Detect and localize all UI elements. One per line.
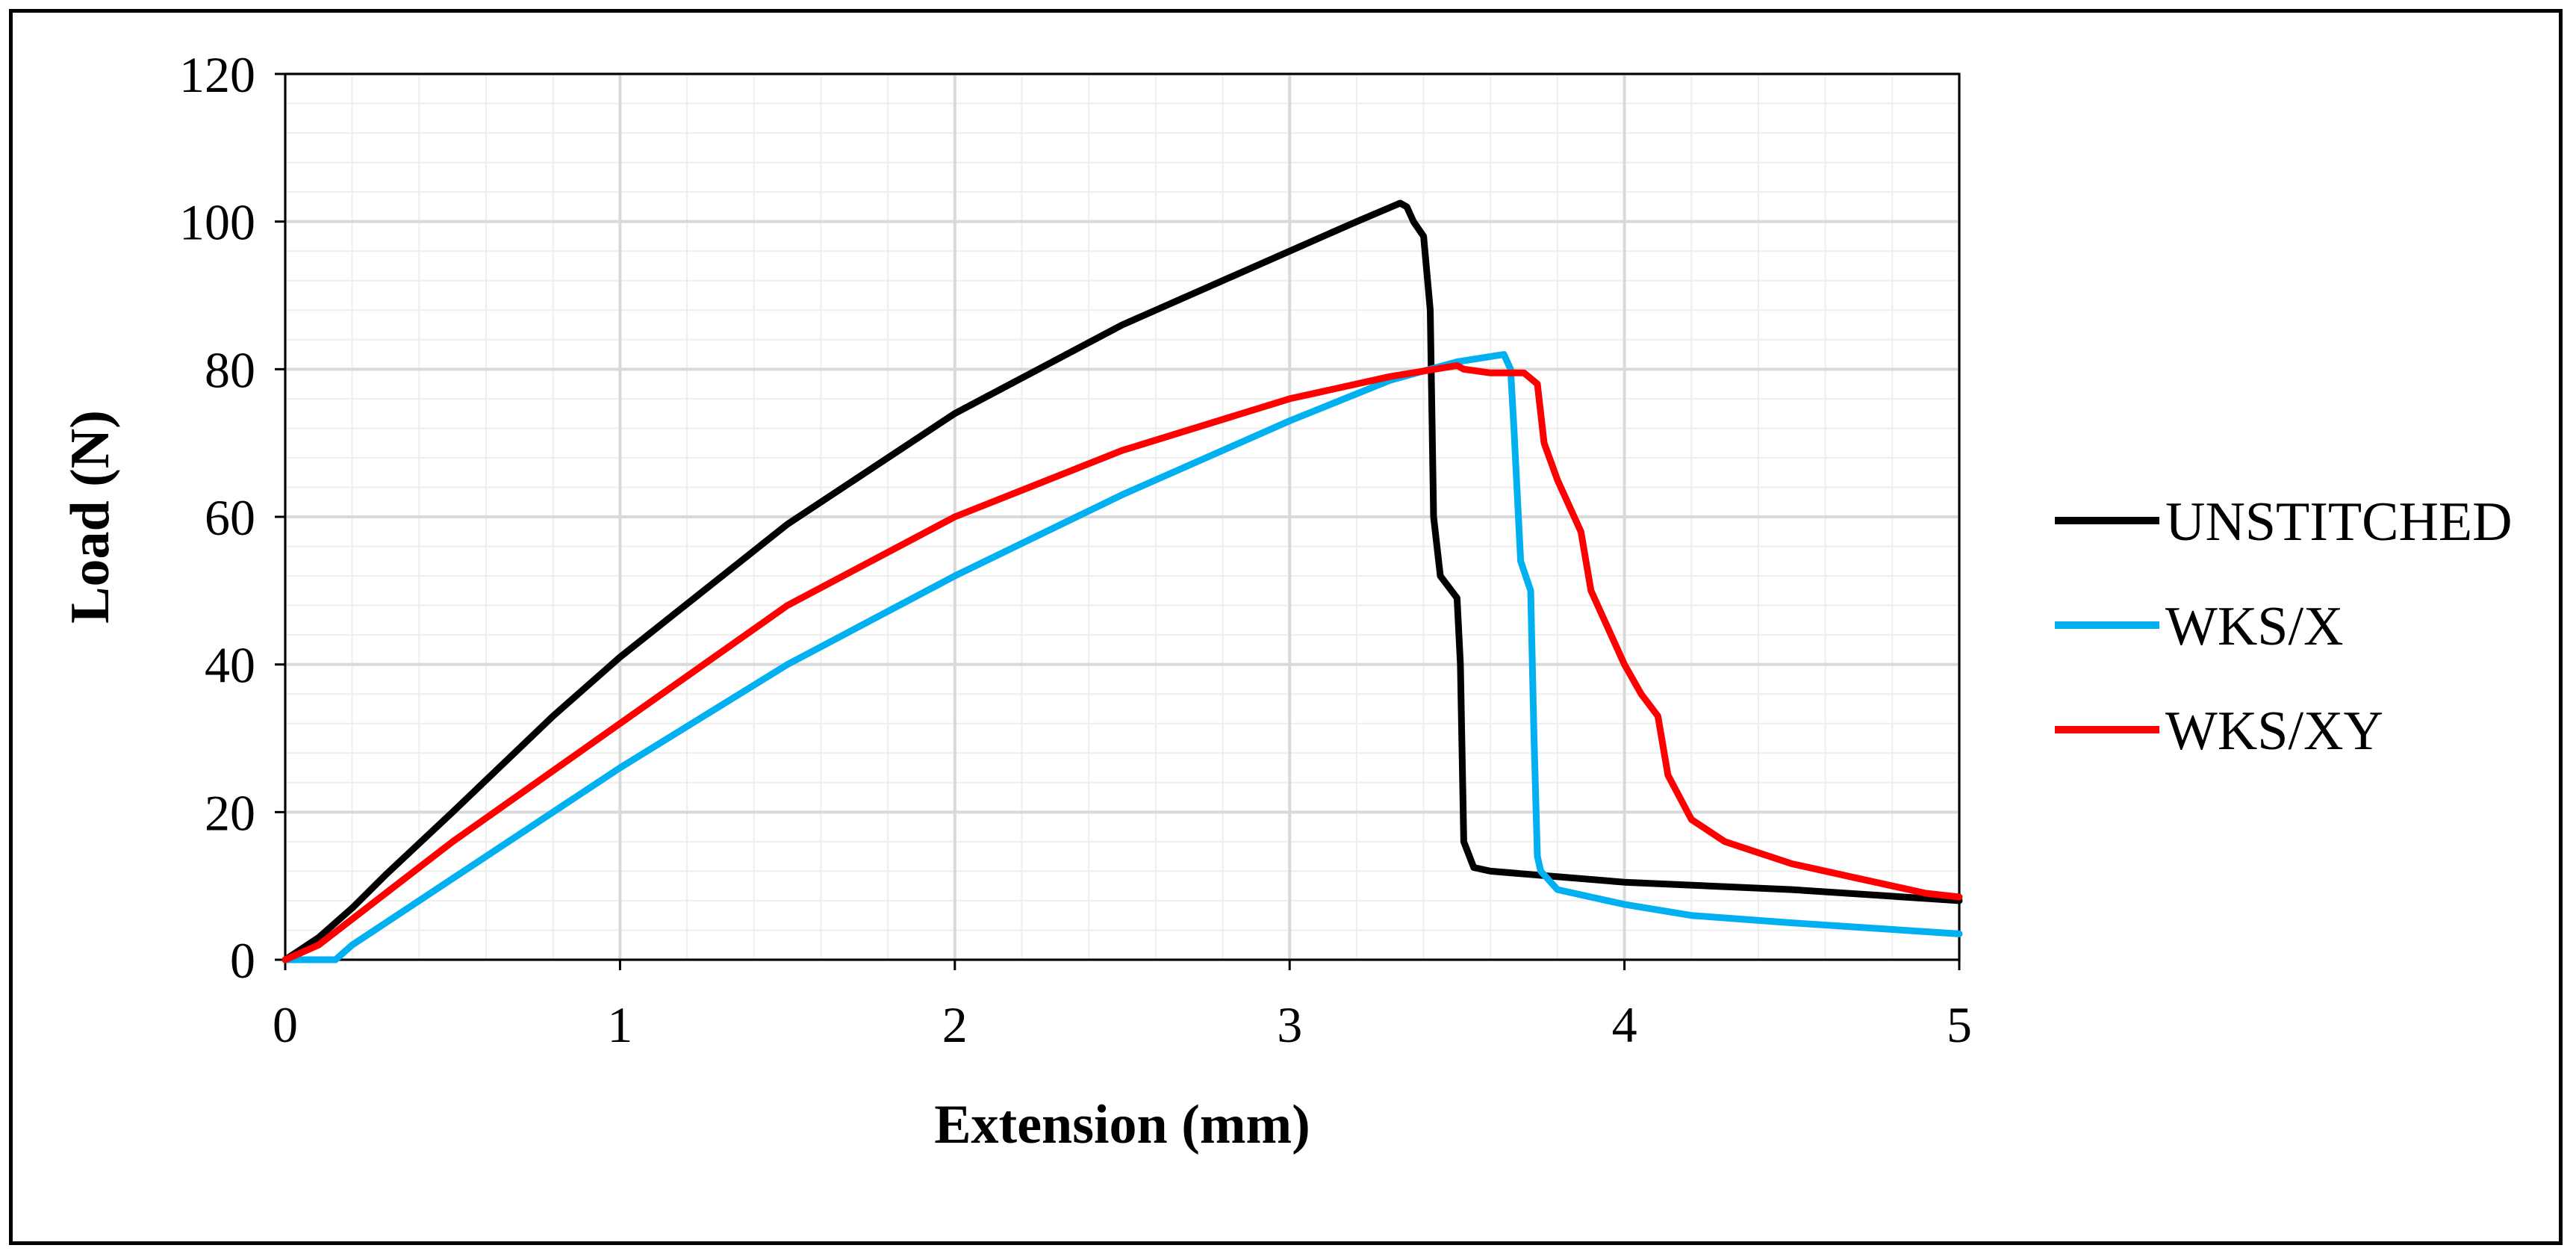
y-tick-label: 100 (179, 194, 255, 251)
y-tick-label: 40 (205, 637, 255, 694)
legend-label: UNSTITCHED (2165, 491, 2513, 553)
chart-frame: 0 1 2 3 4 5 0 20 40 60 80 100 120 Extension (mm) Lo… (9, 9, 2563, 1245)
x-tick-label: 2 (942, 996, 968, 1053)
x-tick-label: 3 (1277, 996, 1302, 1053)
series-layer (281, 199, 1963, 963)
x-axis-ticks: 0 1 2 3 4 5 (273, 960, 1972, 1053)
y-tick-label: 120 (179, 46, 255, 103)
legend-label: WKS/XY (2165, 701, 2383, 762)
y-tick-label: 0 (230, 932, 255, 989)
y-axis-title: Load (N) (60, 410, 121, 624)
x-tick-label: 4 (1612, 996, 1637, 1053)
y-axis-ticks: 0 20 40 60 80 100 120 (179, 46, 285, 989)
series-line-wks-xy (281, 361, 1963, 963)
series-line-wks-x (281, 351, 1963, 963)
x-tick-label: 1 (607, 996, 632, 1053)
x-tick-label: 5 (1947, 996, 1972, 1053)
legend: UNSTITCHED WKS/X WKS/XY (2055, 491, 2513, 762)
x-axis-title: Extension (mm) (934, 1094, 1310, 1155)
y-tick-label: 20 (205, 784, 255, 841)
legend-label: WKS/X (2165, 596, 2343, 657)
y-tick-label: 80 (205, 341, 255, 398)
y-tick-label: 60 (205, 489, 255, 546)
x-tick-label: 0 (273, 996, 298, 1053)
chart-canvas: 0 1 2 3 4 5 0 20 40 60 80 100 120 Extension (mm) Lo… (60, 46, 2513, 1155)
series-line-unstitched (281, 199, 1963, 963)
